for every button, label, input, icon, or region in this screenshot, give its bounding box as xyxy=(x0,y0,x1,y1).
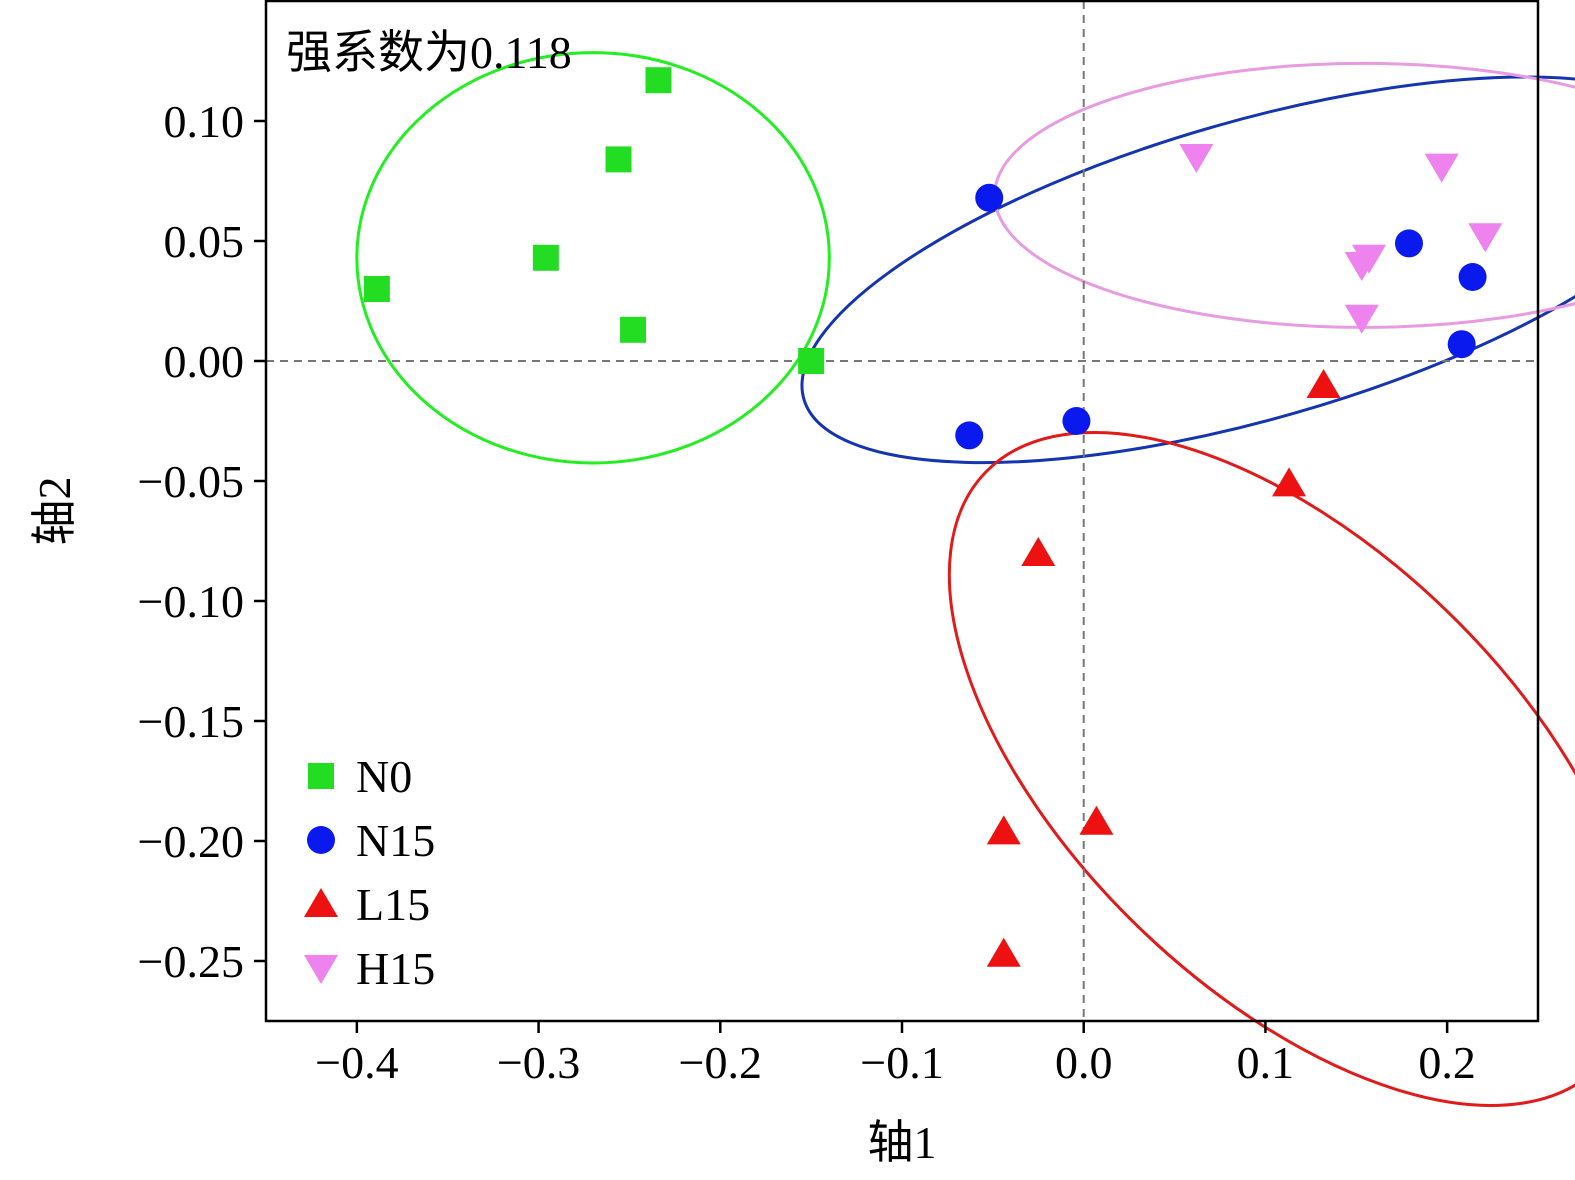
point-h15-6 xyxy=(1344,304,1379,334)
point-n15-3 xyxy=(1062,407,1091,435)
y-tick-label: −0.20 xyxy=(138,816,244,867)
point-n0-3 xyxy=(532,244,559,271)
point-h15-5 xyxy=(1344,252,1379,281)
x-tick-label: −0.4 xyxy=(315,1037,398,1088)
annotation-label: 强系数为0.118 xyxy=(286,27,572,78)
group-ellipses xyxy=(355,51,1575,1107)
point-l15-3 xyxy=(1021,537,1056,566)
y-tick-label: −0.10 xyxy=(138,576,244,627)
x-tick-label: 0.1 xyxy=(1237,1037,1295,1088)
ellipse-n0 xyxy=(355,51,831,465)
point-h15-3 xyxy=(1468,223,1503,253)
point-n15-5 xyxy=(1458,263,1487,291)
point-l15-1 xyxy=(1306,369,1341,398)
point-n15-2 xyxy=(955,421,984,450)
point-h15-1 xyxy=(1179,144,1214,173)
point-n15-1 xyxy=(975,183,1004,212)
legend-marker-n15 xyxy=(307,826,335,854)
y-axis-label: 轴2 xyxy=(29,477,80,546)
x-tick-label: −0.1 xyxy=(860,1037,943,1088)
legend-label-n0: N0 xyxy=(356,751,412,802)
point-n15-4 xyxy=(1394,229,1423,258)
ellipse-h15 xyxy=(993,61,1575,329)
y-tick-label: −0.25 xyxy=(138,936,244,987)
plot-frame xyxy=(264,0,1540,1023)
legend-marker-n0 xyxy=(308,763,334,789)
point-l15-4 xyxy=(986,815,1021,845)
reference-lines xyxy=(266,1,1538,1021)
axis-ticks: −0.4 −0.3 −0.2 −0.1 0.0 0.1 0.2 0.10 0.05 0.00 −0.… xyxy=(138,96,1476,1088)
point-n0-1 xyxy=(645,67,672,94)
y-tick-label: −0.05 xyxy=(138,456,244,507)
legend-marker-l15 xyxy=(304,888,338,917)
point-h15-2 xyxy=(1424,153,1459,183)
point-l15-6 xyxy=(986,937,1021,967)
x-tick-label: 0.2 xyxy=(1418,1037,1476,1088)
x-tick-label: −0.2 xyxy=(679,1037,762,1088)
y-tick-label: 0.05 xyxy=(164,216,245,267)
point-n0-4 xyxy=(363,276,390,302)
x-tick-label: 0.0 xyxy=(1055,1037,1113,1088)
point-n0-6 xyxy=(798,348,825,374)
legend-label-h15: H15 xyxy=(356,943,435,994)
legend-marker-h15 xyxy=(304,955,338,984)
y-tick-label: 0.10 xyxy=(164,96,245,147)
y-tick-label: 0.00 xyxy=(164,336,245,387)
ellipse-l15 xyxy=(947,431,1575,1107)
y-tick-label: −0.15 xyxy=(138,696,244,747)
point-n0-2 xyxy=(605,146,632,173)
data-points xyxy=(363,67,1503,967)
x-tick-label: −0.3 xyxy=(497,1037,580,1088)
point-n0-5 xyxy=(620,316,647,343)
point-l15-2 xyxy=(1272,467,1307,497)
ellipse-n15 xyxy=(800,75,1575,465)
x-axis-label: 轴1 xyxy=(868,1117,937,1168)
legend-label-l15: L15 xyxy=(356,879,430,930)
legend: N0 N15 L15 H15 xyxy=(304,751,435,994)
point-l15-5 xyxy=(1079,805,1114,835)
point-n15-6 xyxy=(1447,330,1476,359)
legend-label-n15: N15 xyxy=(356,815,435,866)
